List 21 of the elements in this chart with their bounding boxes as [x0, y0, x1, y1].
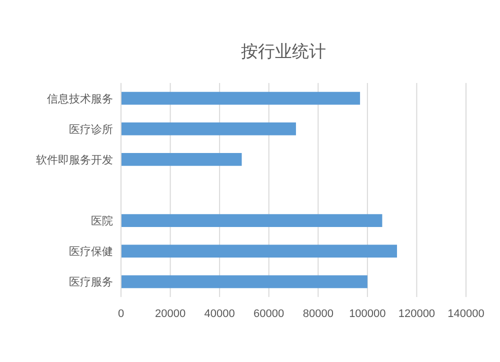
x-tick-label: 140000	[448, 308, 484, 320]
bar	[121, 122, 296, 136]
y-tick-label: 软件即服务开发	[36, 154, 113, 166]
y-tick-label: 医疗诊所	[69, 122, 113, 136]
bar	[121, 92, 360, 105]
y-tick-label: 医疗保健	[69, 245, 113, 258]
bar	[121, 275, 368, 288]
x-tick-label: 60000	[254, 308, 284, 320]
y-tick-label: 医疗服务	[69, 276, 113, 289]
x-tick-label: 40000	[204, 308, 235, 320]
chart-title: 按行业统计	[241, 42, 326, 61]
bar	[121, 214, 382, 227]
bar	[121, 153, 242, 166]
x-tick-label: 80000	[302, 308, 334, 320]
bar	[121, 244, 397, 258]
x-tick-label: 0	[118, 308, 124, 320]
x-tick-label: 100000	[349, 308, 386, 320]
y-tick-label: 医院	[91, 214, 113, 228]
y-tick-label: 信息技术服务	[47, 92, 113, 106]
x-tick-label: 20000	[154, 308, 186, 320]
x-tick-label: 120000	[398, 308, 436, 320]
